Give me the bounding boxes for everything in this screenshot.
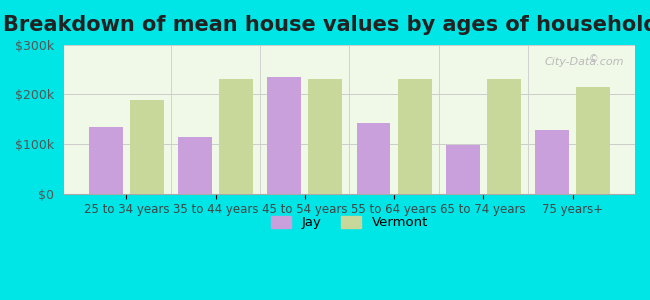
Bar (178, 136, 212, 194)
Bar (398, 79, 432, 194)
Title: Breakdown of mean house values by ages of householders: Breakdown of mean house values by ages o… (3, 15, 650, 35)
Bar (487, 79, 521, 194)
Text: City-Data.com: City-Data.com (544, 57, 623, 67)
Bar (130, 100, 164, 194)
Legend: Jay, Vermont: Jay, Vermont (266, 211, 433, 235)
Bar (308, 79, 343, 194)
Bar (535, 130, 569, 194)
Bar (357, 123, 391, 194)
Bar (576, 87, 610, 194)
Text: ©: © (588, 55, 598, 64)
Bar (89, 127, 123, 194)
Bar (219, 79, 253, 194)
Bar (267, 77, 301, 194)
Bar (446, 145, 480, 194)
